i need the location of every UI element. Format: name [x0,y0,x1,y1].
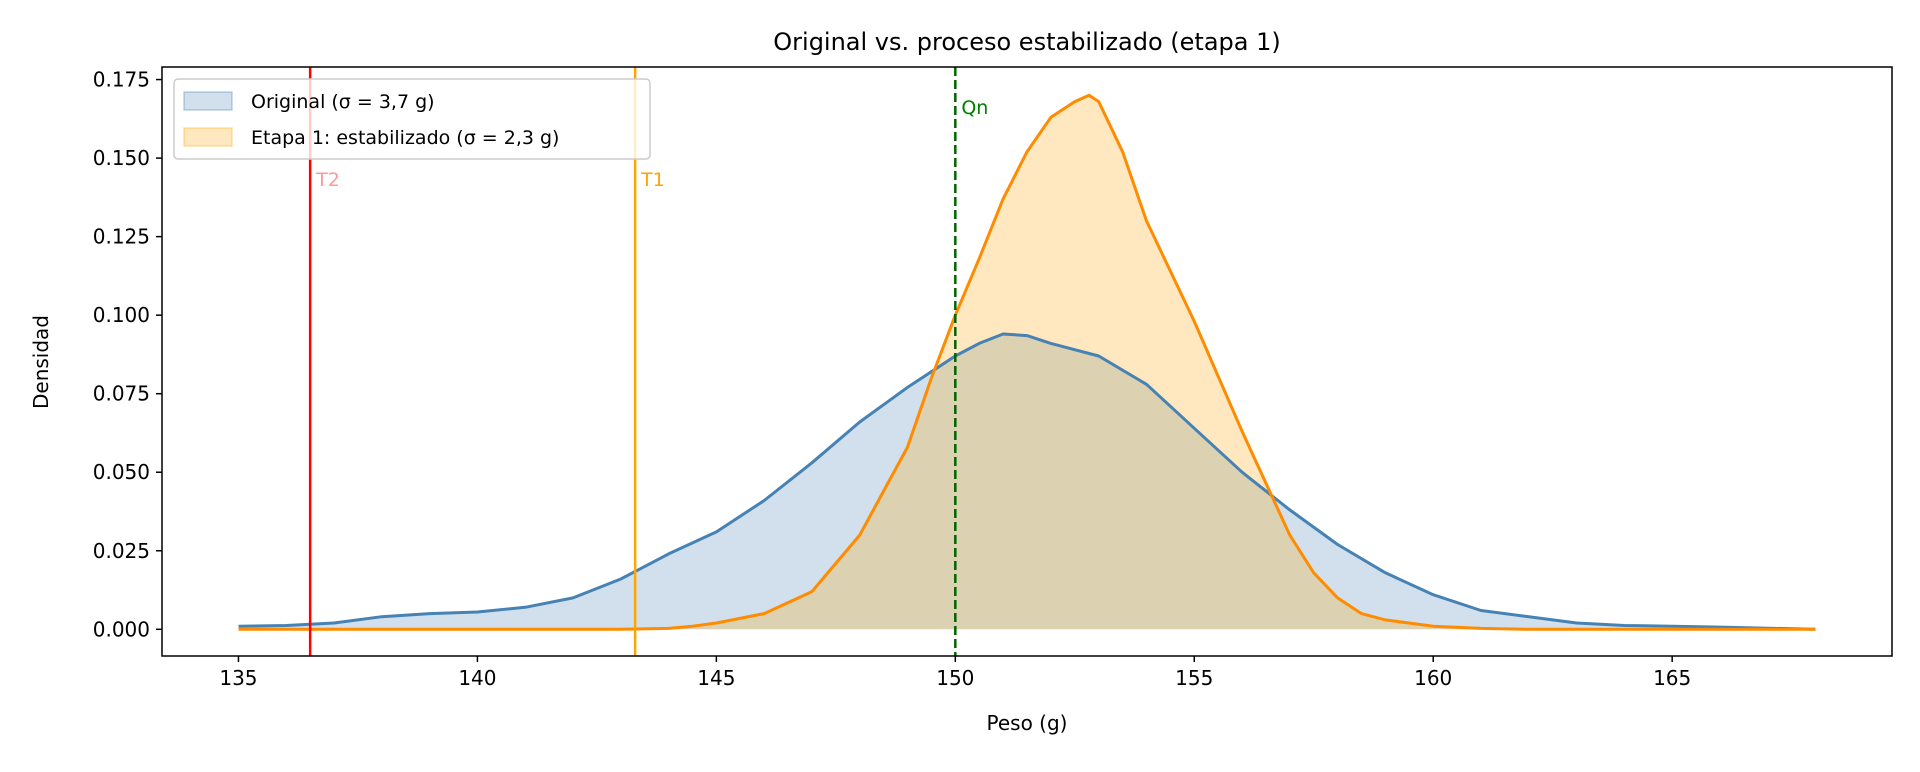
series-0-line [238,332,1816,631]
series-1-fill [238,95,1816,630]
axes: 135 140 145 150 155 160 165 0.000 0.025 0.050 0.07… [93,66,1893,690]
y-tick-label: 0.025 [93,539,150,563]
legend-swatch-0 [183,91,233,111]
x-tick-label: 135 [219,666,257,690]
legend-swatch-1 [183,127,233,147]
vline-label-qn: Qn [961,97,988,119]
y-tick-label: 0.000 [93,617,150,641]
legend-label-1: Etapa 1: estabilizado (σ = 2,3 g) [251,127,559,149]
plot-area: T2 T1 Qn [238,67,1816,656]
y-tick-label: 0.075 [93,382,150,406]
y-tick-label: 0.125 [93,225,150,249]
y-tick-label: 0.175 [93,68,150,92]
legend-box [173,78,651,160]
vline-label-t1: T1 [640,169,665,191]
x-tick-label: 165 [1653,666,1691,690]
chart-title: Original vs. proceso estabilizado (etapa… [773,28,1280,56]
x-axis-label: Peso (g) [987,711,1068,735]
legend: Original (σ = 3,7 g) Etapa 1: estabilizad… [173,78,651,160]
series-1-line [238,93,1816,631]
series-0-fill [238,334,1816,630]
vline-label-t2: T2 [315,169,340,191]
y-tick-label: 0.100 [93,303,150,327]
x-tick-label: 155 [1175,666,1213,690]
legend-label-0: Original (σ = 3,7 g) [251,91,435,113]
y-tick-label: 0.150 [93,146,150,170]
x-tick-label: 140 [458,666,496,690]
y-axis-label: Densidad [29,315,53,409]
axes-frame [161,66,1893,657]
x-tick-label: 160 [1414,666,1452,690]
x-tick-label: 145 [697,666,735,690]
y-tick-label: 0.050 [93,460,150,484]
x-tick-label: 150 [936,666,974,690]
